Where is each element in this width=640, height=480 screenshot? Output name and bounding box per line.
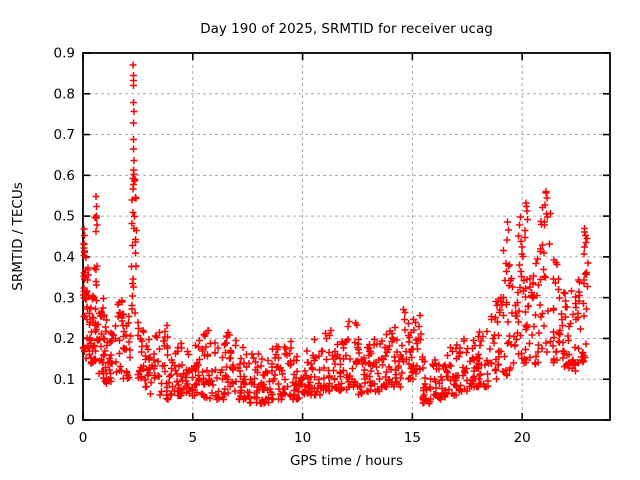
svg-text:5: 5 [188,430,197,446]
svg-text:20: 20 [514,430,531,446]
x-tick-labels: 0 5 10 15 20 [79,430,531,446]
svg-text:0.5: 0.5 [54,209,75,225]
svg-text:10: 10 [294,430,311,446]
y-axis-label: SRMTID / TECUs [10,182,26,290]
plot-border [82,52,611,421]
svg-text:0.2: 0.2 [54,331,75,347]
svg-text:0.6: 0.6 [54,168,75,184]
svg-text:0: 0 [66,413,75,429]
chart-title: Day 190 of 2025, SRMTID for receiver uca… [200,21,493,37]
svg-text:0.3: 0.3 [54,290,75,306]
svg-text:0.8: 0.8 [54,86,75,102]
y-tick-labels: 0 0.1 0.2 0.3 0.4 0.5 0.6 0.7 0.8 0.9 [54,46,75,429]
svg-text:15: 15 [404,430,421,446]
x-axis-label: GPS time / hours [290,453,403,469]
svg-text:0.7: 0.7 [54,127,75,143]
scatter-points [80,61,592,407]
svg-text:0.4: 0.4 [54,249,75,265]
svg-text:0.1: 0.1 [54,372,75,388]
svg-text:0: 0 [79,430,88,446]
svg-text:0.9: 0.9 [54,46,75,62]
